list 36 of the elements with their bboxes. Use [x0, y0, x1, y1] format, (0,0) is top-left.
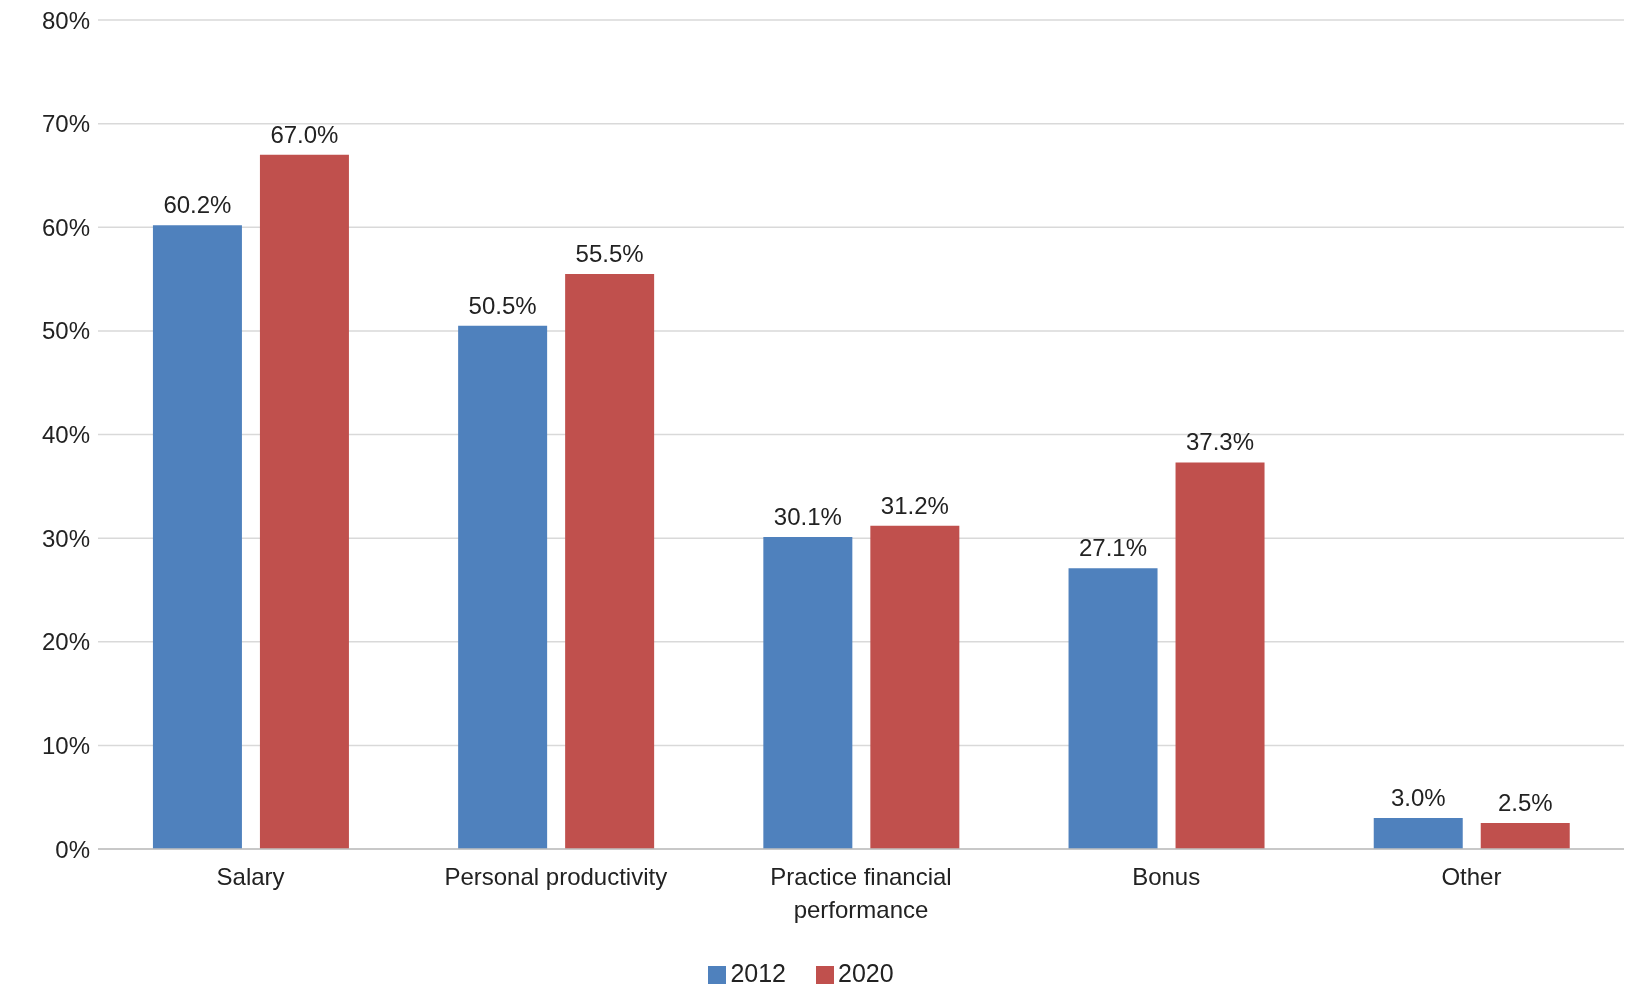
data-label: 2.5%: [1497, 789, 1553, 817]
y-tick-label: 50%: [41, 317, 90, 345]
data-label: 60.2%: [163, 191, 232, 219]
x-tick-label: Practice financial performance: [770, 863, 952, 923]
data-label: 27.1%: [1079, 534, 1148, 562]
y-tick-label: 30%: [41, 524, 90, 552]
y-tick-label: 10%: [41, 731, 90, 759]
bar: [1068, 568, 1158, 849]
bar: [565, 273, 655, 849]
data-label: 67.0%: [270, 120, 339, 148]
bar: [1175, 462, 1265, 849]
y-tick-label: 70%: [41, 110, 90, 138]
bar: [1480, 823, 1570, 849]
legend-label: 2020: [838, 959, 894, 987]
data-label: 31.2%: [880, 491, 949, 519]
bar: [458, 325, 548, 849]
data-label: 37.3%: [1186, 428, 1255, 456]
y-tick-label: 40%: [41, 421, 90, 449]
x-tick-label: Salary: [216, 863, 285, 890]
x-tick-label: Personal productivity: [444, 863, 668, 890]
data-label: 3.0%: [1390, 783, 1446, 811]
y-tick-label: 60%: [41, 213, 90, 241]
data-label: 50.5%: [468, 291, 537, 319]
bar: [763, 537, 853, 849]
x-tick-label: Bonus: [1132, 863, 1201, 890]
bar: [870, 525, 960, 849]
bar: [152, 225, 242, 849]
data-label: 55.5%: [575, 239, 644, 267]
y-tick-label: 0%: [55, 835, 90, 863]
bar: [259, 154, 349, 849]
y-tick-label: 20%: [41, 628, 90, 656]
x-tick-label: Other: [1441, 863, 1502, 890]
data-label: 30.1%: [773, 503, 842, 531]
bar: [1373, 817, 1463, 849]
y-tick-label: 80%: [41, 6, 90, 34]
legend-label: 2012: [730, 959, 786, 987]
